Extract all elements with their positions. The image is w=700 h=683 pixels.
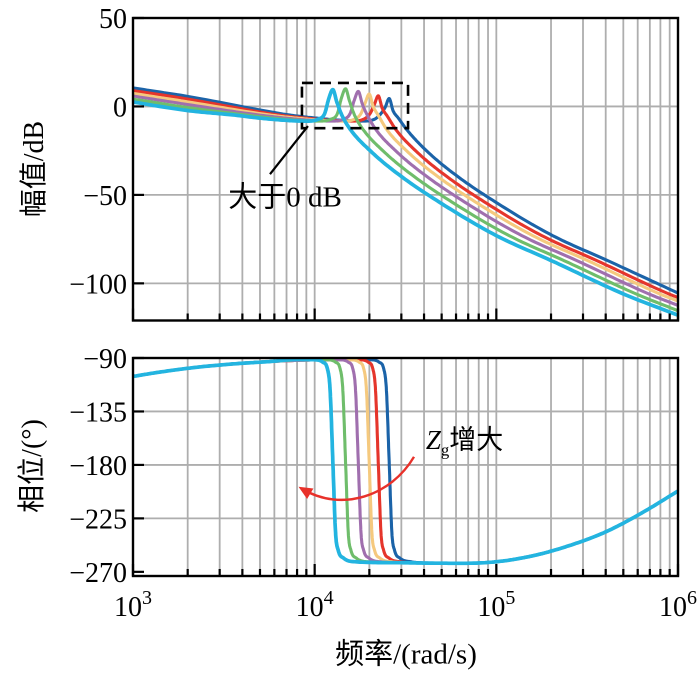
magnitude-curve-1 [133, 86, 678, 295]
magnitude-grid [133, 18, 678, 321]
zg-direction-arrowhead [298, 486, 314, 499]
magnitude-curves [133, 86, 678, 318]
x-tick-label: 105 [477, 587, 515, 623]
y-tick-label: 50 [99, 4, 127, 35]
zg-annotation-variable: Z [425, 424, 441, 455]
frequency-axis-title: 频率/(rad/s) [335, 638, 477, 671]
magnitude-plot: 50 0 −50 −100 [69, 4, 680, 322]
magnitude-border [131, 16, 680, 322]
magnitude-curve-4 [133, 89, 678, 308]
y-tick-label: −225 [69, 504, 127, 535]
phase-plot: −90 −135 −180 −225 −270 [69, 344, 680, 589]
phase-curves [133, 358, 678, 566]
magnitude-y-tick-labels: 50 0 −50 −100 [69, 4, 127, 300]
x-tick-label: 106 [659, 587, 697, 623]
zg-annotation-text: 增大 [449, 424, 504, 455]
x-tick-label: 103 [114, 587, 152, 623]
magnitude-curve-6 [133, 87, 678, 318]
phase-curve-4 [133, 358, 678, 565]
y-tick-label: −135 [69, 397, 127, 428]
x-tick-label: 104 [296, 587, 334, 623]
phase-curve-5 [133, 358, 678, 565]
phase-border [131, 356, 680, 578]
x-tick-labels: 103 104 105 106 [114, 587, 697, 623]
zg-direction-arrow [301, 456, 416, 502]
phase-curve-3 [133, 358, 678, 565]
greater-than-0db-annotation: 大于0 dB [228, 181, 342, 214]
phase-y-tick-labels: −90 −135 −180 −225 −270 [69, 344, 127, 589]
magnitude-curve-5 [133, 87, 678, 313]
annotation-leader-line [269, 125, 309, 175]
magnitude-axis-title: 幅值/dB [19, 120, 50, 218]
y-tick-label: −180 [69, 451, 127, 482]
phase-curve-6 [133, 358, 678, 566]
magnitude-curve-2 [133, 88, 678, 300]
y-tick-label: −90 [83, 344, 127, 375]
zg-annotation-subscript: g [440, 440, 450, 460]
phase-axis-title: 相位/(°) [17, 419, 48, 513]
phase-ticks [131, 356, 680, 576]
phase-grid [133, 358, 678, 576]
y-tick-label: −100 [69, 269, 127, 300]
resonance-dashed-box [300, 81, 410, 130]
phase-curve-1 [133, 358, 678, 565]
y-tick-label: 0 [113, 92, 127, 123]
phase-curve-2 [133, 358, 678, 565]
zg-increase-annotation: Zg增大 [425, 424, 504, 460]
y-tick-label: −50 [83, 181, 127, 212]
y-tick-label: −270 [69, 558, 127, 589]
